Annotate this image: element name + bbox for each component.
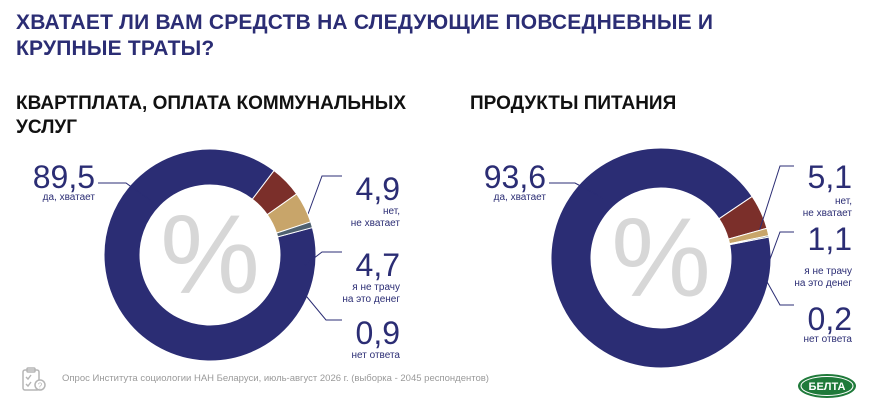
slice-yes bbox=[550, 147, 772, 369]
leader-line bbox=[765, 279, 794, 306]
category-label: не хватает bbox=[803, 208, 853, 219]
leader-line bbox=[756, 165, 794, 239]
slice-no-answer bbox=[728, 235, 770, 246]
value-label-dont-spend: 1,1 bbox=[808, 221, 852, 257]
value-label-yes: 89,5 bbox=[33, 159, 95, 195]
category-label: на это денег bbox=[794, 278, 852, 289]
category-label: да, хватает bbox=[494, 192, 547, 203]
value-label-no: 5,1 bbox=[808, 159, 852, 195]
value-label-yes: 93,6 bbox=[484, 159, 546, 195]
percent-symbol: % bbox=[160, 192, 260, 317]
category-label: я не трачу bbox=[352, 282, 400, 293]
category-label: нет ответа bbox=[352, 350, 401, 361]
slice-no-answer bbox=[275, 221, 314, 238]
belta-logo: БЕЛТА bbox=[796, 372, 858, 405]
category-label: не хватает bbox=[351, 218, 401, 229]
category-label: нет, bbox=[835, 196, 852, 207]
source-footnote: Опрос Института социологии НАН Беларуси,… bbox=[62, 373, 489, 384]
leader-line bbox=[303, 175, 342, 226]
leader-line bbox=[301, 290, 342, 321]
category-label: я не трачу bbox=[804, 266, 852, 277]
slice-yes bbox=[103, 148, 317, 362]
category-label: да, хватает bbox=[43, 192, 96, 203]
chart-title-food: ПРОДУКТЫ ПИТАНИЯ bbox=[470, 93, 677, 114]
category-label: на это денег bbox=[342, 294, 400, 305]
leader-line bbox=[304, 251, 342, 266]
leader-line bbox=[765, 231, 794, 271]
category-label: нет, bbox=[383, 206, 400, 217]
category-label: нет ответа bbox=[804, 334, 853, 345]
svg-text:?: ? bbox=[38, 382, 43, 391]
page-title: ХВАТАЕТ ЛИ ВАМ СРЕДСТВ НА СЛЕДУЮЩИЕ ПОВС… bbox=[16, 11, 714, 60]
value-label-no: 4,9 bbox=[356, 171, 400, 207]
survey-document-icon: ? bbox=[18, 365, 48, 400]
chart-title-utilities: КВАРТПЛАТА, ОПЛАТА КОММУНАЛЬНЫХ УСЛУГ bbox=[16, 93, 407, 138]
leader-line bbox=[549, 182, 604, 199]
percent-symbol: % bbox=[611, 195, 711, 320]
value-label-dont-spend: 4,7 bbox=[356, 247, 400, 283]
value-label-no-answer: 0,9 bbox=[356, 315, 400, 351]
leader-line bbox=[98, 182, 151, 201]
value-label-no-answer: 0,2 bbox=[808, 301, 852, 337]
svg-text:БЕЛТА: БЕЛТА bbox=[809, 381, 846, 393]
